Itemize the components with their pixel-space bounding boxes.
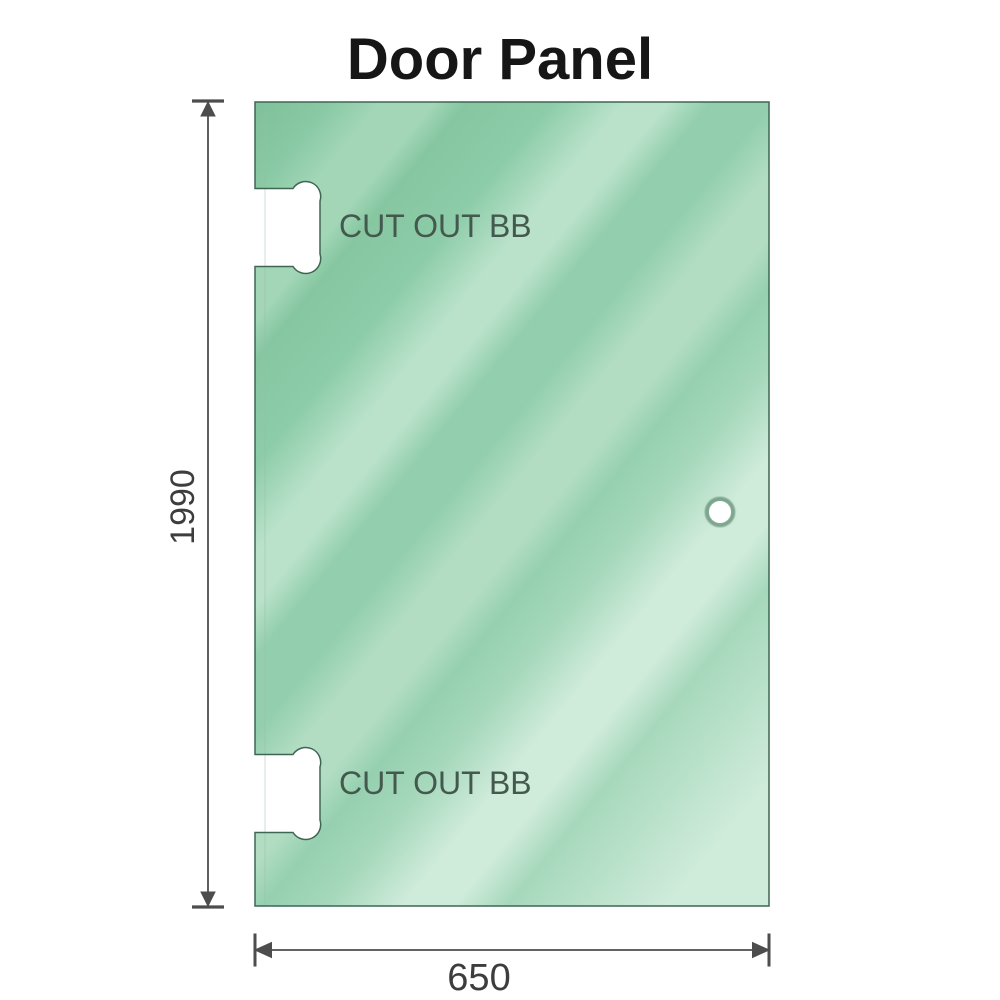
svg-text:1990: 1990 [164,469,202,545]
svg-text:CUT OUT BB: CUT OUT BB [339,208,532,244]
svg-text:650: 650 [447,957,510,999]
svg-text:CUT OUT BB: CUT OUT BB [339,765,532,801]
